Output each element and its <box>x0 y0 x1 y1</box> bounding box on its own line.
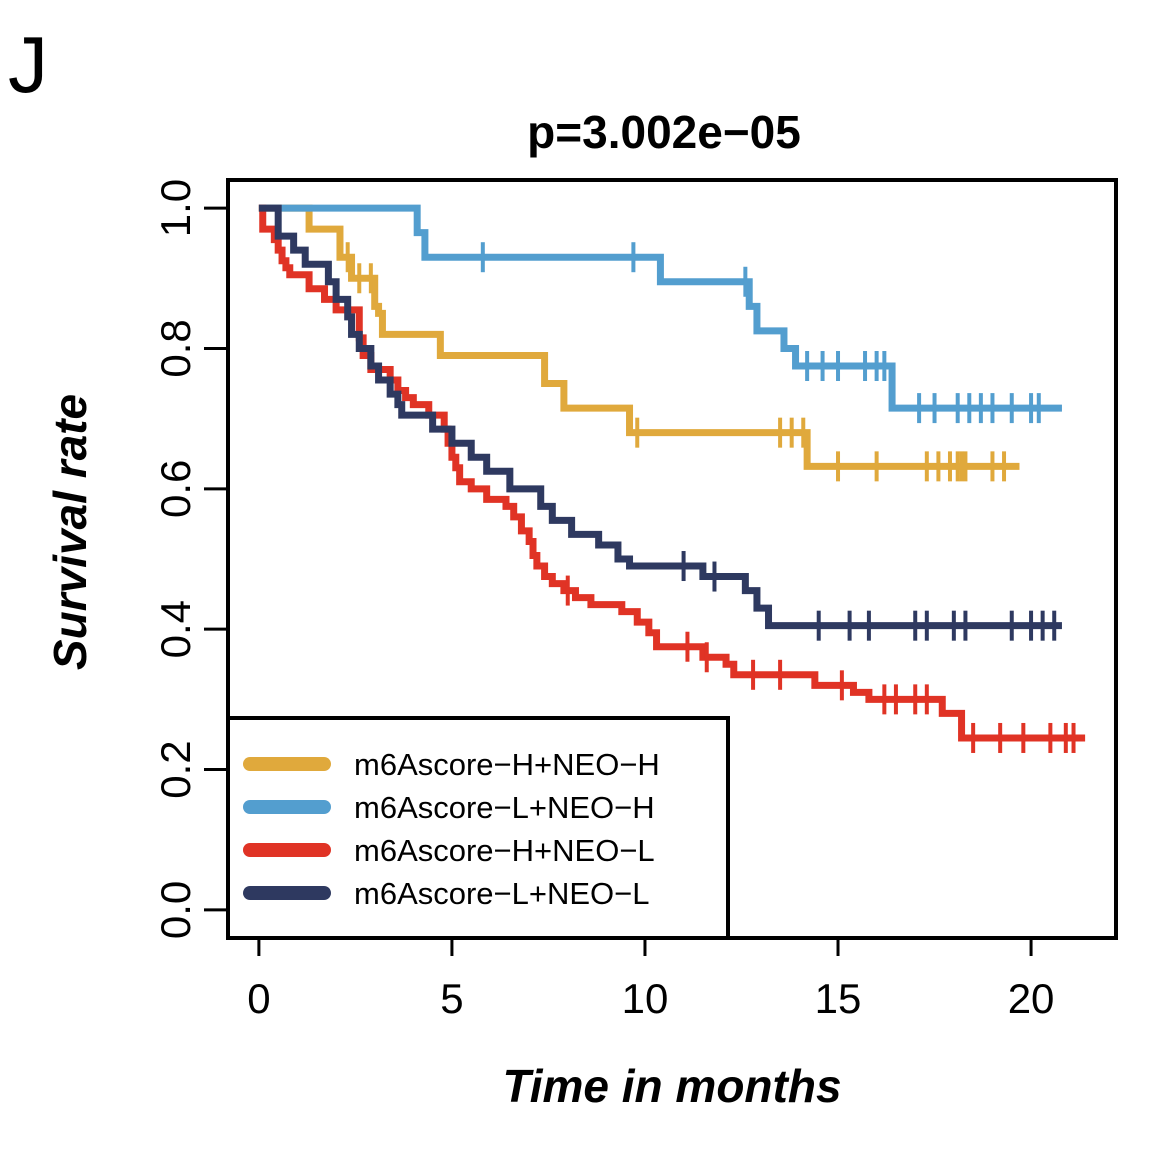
x-axis: 0 5 10 15 20 <box>247 936 1055 1022</box>
panel-label: J <box>8 20 48 109</box>
legend: m6Ascore−H+NEO−H m6Ascore−L+NEO−H m6Ascore… <box>226 716 730 940</box>
y-tick-label: 0.4 <box>152 600 199 658</box>
legend-label: m6Ascore−H+NEO−L <box>354 833 655 868</box>
x-tick-label: 5 <box>440 975 463 1022</box>
y-tick-label: 0.2 <box>152 740 199 798</box>
x-tick-label: 20 <box>1008 975 1055 1022</box>
series-2 <box>258 204 1062 424</box>
x-axis-title: Time in months <box>502 1060 841 1112</box>
chart-title: p=3.002e−05 <box>527 106 801 158</box>
y-tick-label: 0.8 <box>152 319 199 377</box>
survival-curve <box>258 204 1086 742</box>
x-tick-label: 15 <box>815 975 862 1022</box>
series-1 <box>258 204 1020 482</box>
y-tick-label: 1.0 <box>152 179 199 237</box>
survival-curve <box>258 204 1062 630</box>
x-tick-label: 0 <box>247 975 270 1022</box>
legend-label: m6Ascore−L+NEO−L <box>354 876 650 911</box>
plot-area <box>258 204 1086 753</box>
series-3 <box>258 204 1086 753</box>
legend-box <box>226 716 730 940</box>
survival-curve <box>258 204 1020 470</box>
legend-label: m6Ascore−H+NEO−H <box>354 747 660 782</box>
x-tick-label: 10 <box>622 975 669 1022</box>
y-axis: 0.0 0.2 0.4 0.6 0.8 1.0 <box>152 179 230 939</box>
y-axis-title: Survival rate <box>44 394 96 670</box>
series-4 <box>258 204 1062 641</box>
y-tick-label: 0.0 <box>152 881 199 939</box>
y-tick-label: 0.6 <box>152 460 199 518</box>
legend-label: m6Ascore−L+NEO−H <box>354 790 655 825</box>
survival-curve <box>258 204 1062 412</box>
